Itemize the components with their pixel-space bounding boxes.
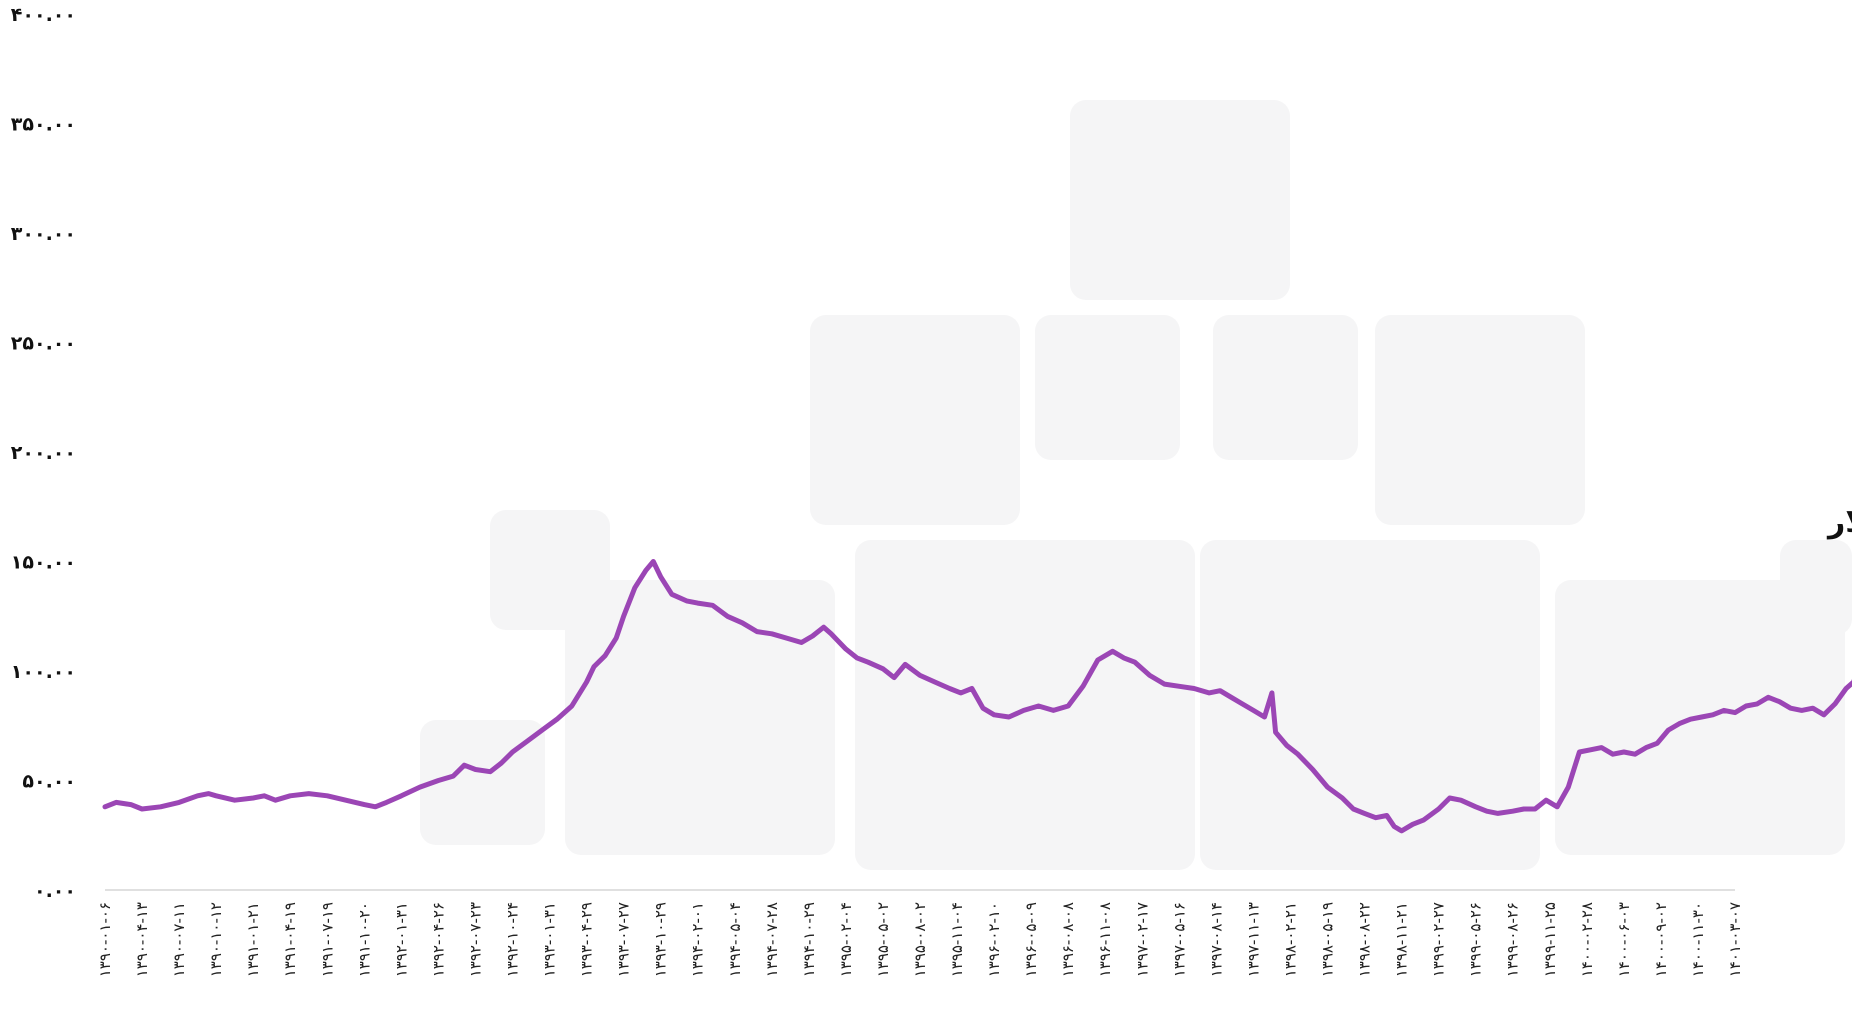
x-tick-label: ۱۳۹۲-۰۱-۳۱	[392, 902, 410, 977]
x-tick-label: ۱۳۹۸-۱۱-۲۱	[1393, 902, 1411, 977]
x-tick-label: ۱۳۹۴-۰۷-۲۸	[763, 902, 781, 977]
background-tile	[1780, 540, 1852, 635]
x-tick-label: ۱۳۹۷-۰۵-۱۶	[1170, 902, 1188, 977]
x-tick-label: ۱۳۹۶-۱۱-۰۸	[1096, 902, 1114, 977]
background-tile	[1035, 315, 1180, 460]
x-tick-label: ۱۴۰۰-۱۱-۳۰	[1689, 902, 1707, 977]
x-tick-label: ۱۳۹۷-۰۲-۱۷	[1133, 902, 1151, 977]
x-tick-label: ۱۴۰۰-۰۲-۲۸	[1578, 902, 1596, 977]
y-axis-ticks: ۰.۰۰ ۵۰.۰۰ ۱۰۰.۰۰ ۱۵۰.۰۰ ۲۰۰.۰۰ ۲۵۰.۰۰ ۳۰۰.۰۰ ۳…	[11, 4, 76, 902]
x-tick-label: ۱۳۹۳-۱۰-۲۹	[652, 902, 670, 977]
x-tick-label: ۱۳۹۹-۰۲-۲۷	[1430, 902, 1448, 977]
x-tick-label: ۱۳۹۱-۱۰-۲۰	[355, 902, 373, 977]
y-tick-label: ۳۵۰.۰۰	[11, 114, 76, 136]
series-line	[102, 559, 1852, 834]
x-tick-label: ۱۳۹۸-۰۸-۲۲	[1356, 902, 1374, 977]
y-tick-label: ۱۵۰.۰۰	[11, 552, 76, 574]
x-tick-label: ۱۳۹۵-۰۵-۰۲	[874, 902, 892, 977]
x-tick-label: ۱۴۰۰-۰۹-۰۲	[1652, 902, 1670, 977]
x-tick-label: ۱۳۹۰-۰۷-۱۱	[170, 902, 188, 977]
x-tick-label: ۱۳۹۱-۰۷-۱۹	[318, 902, 336, 977]
background-tile	[1200, 540, 1540, 870]
x-tick-label: ۱۳۹۱-۰۱-۲۱	[244, 902, 262, 977]
x-tick-label: ۱۳۹۷-۱۱-۱۳	[1244, 902, 1262, 977]
x-tick-label: ۱۴۰۰-۰۶-۰۳	[1615, 902, 1633, 977]
y-tick-label: ۱۰۰.۰۰	[11, 661, 76, 683]
x-tick-label: ۱۳۹۳-۰۷-۲۷	[615, 902, 633, 977]
background-tile	[1213, 315, 1358, 460]
x-tick-label: ۱۳۹۲-۰۷-۲۳	[466, 902, 484, 977]
x-tick-label: ۱۳۹۵-۰۲-۰۴	[837, 902, 855, 977]
y-tick-label: ۵۰.۰۰	[22, 771, 76, 793]
x-tick-label: ۱۳۹۳-۰۴-۲۹	[578, 902, 596, 977]
x-tick-label: ۱۳۹۲-۰۴-۲۶	[429, 902, 447, 977]
background-tile	[855, 540, 1195, 870]
x-tick-label: ۱۳۹۶-۰۸-۰۸	[1059, 902, 1077, 977]
x-tick-label: ۱۳۹۹-۱۱-۲۵	[1541, 902, 1559, 977]
y-tick-label: ۴۰۰.۰۰	[11, 4, 76, 26]
x-tick-label: ۱۳۹۱-۰۴-۱۹	[281, 902, 299, 977]
x-tick-label: ۱۳۹۴-۰۲-۰۱	[689, 902, 707, 977]
x-tick-label: ۱۳۹۵-۰۸-۰۲	[911, 902, 929, 977]
x-tick-label: ۱۳۹۷-۰۸-۱۴	[1207, 902, 1225, 977]
background-tile	[1375, 315, 1585, 525]
y-tick-label: ۳۰۰.۰۰	[11, 223, 76, 245]
x-tick-label: ۱۳۹۴-۱۰-۲۹	[800, 902, 818, 977]
y-tick-label: ۰.۰۰	[34, 880, 76, 902]
background-tile	[490, 510, 610, 630]
end-value-annotation: ۱۹۰ میلیارد دلار	[1826, 505, 1852, 540]
x-tick-label: ۱۳۹۸-۰۵-۱۹	[1319, 902, 1337, 977]
y-tick-label: ۲۰۰.۰۰	[11, 442, 76, 464]
background-tile	[565, 580, 835, 855]
background-tile	[810, 315, 1020, 525]
x-tick-label: ۱۳۹۹-۰۸-۲۶	[1504, 902, 1522, 977]
x-tick-label: ۱۳۹۴-۰۵-۰۴	[726, 902, 744, 977]
x-tick-label: ۱۳۹۲-۱۰-۲۴	[504, 902, 522, 977]
y-tick-label: ۲۵۰.۰۰	[11, 333, 76, 355]
x-tick-label: ۱۳۹۵-۱۱-۰۴	[948, 902, 966, 977]
x-tick-label: ۱۳۹۶-۰۲-۱۰	[985, 902, 1003, 977]
x-tick-label: ۱۳۹۰-۰۴-۱۳	[133, 902, 151, 977]
x-tick-label: ۱۳۹۳-۰۱-۳۱	[541, 902, 559, 977]
x-tick-label: ۱۳۹۰-۱۰-۱۲	[207, 902, 225, 977]
background-tile	[1070, 100, 1290, 300]
x-tick-label: ۱۳۹۰-۰۱-۰۶	[96, 902, 114, 977]
x-tick-label: ۱۳۹۶-۰۵-۰۹	[1022, 902, 1040, 977]
x-axis-ticks: ۱۳۹۰-۰۱-۰۶ ۱۳۹۰-۰۴-۱۳ ۱۳۹۰-۰۷-۱۱ ۱۳۹۰-۱۰-۱۲…	[96, 902, 1744, 977]
x-tick-label: ۱۳۹۸-۰۲-۲۱	[1281, 902, 1299, 977]
x-tick-label: ۱۴۰۱-۰۳-۰۷	[1726, 902, 1744, 977]
x-tick-label: ۱۳۹۹-۰۵-۲۶	[1467, 902, 1485, 977]
